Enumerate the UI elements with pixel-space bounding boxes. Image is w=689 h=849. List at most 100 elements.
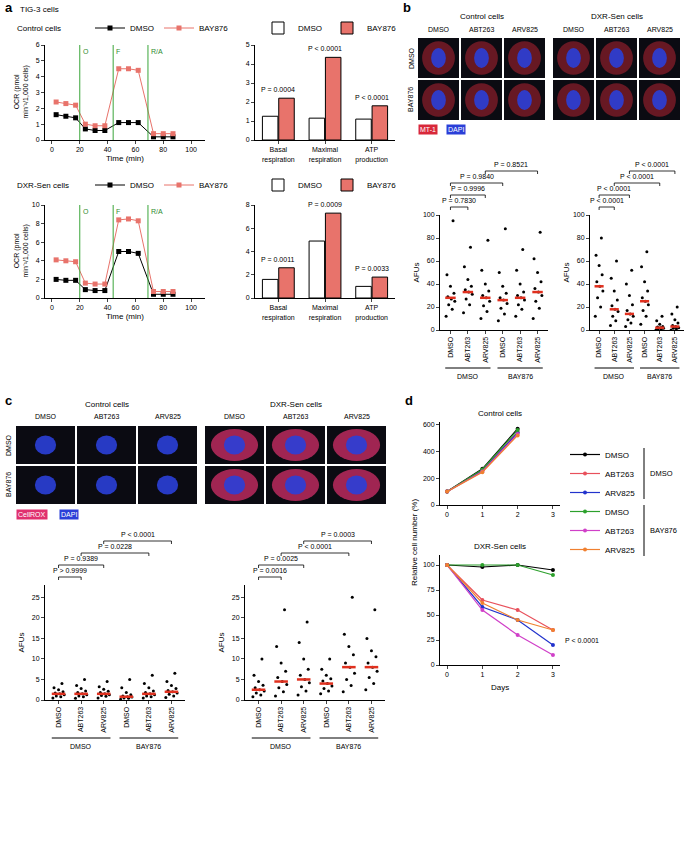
svg-text:2: 2	[36, 105, 40, 112]
svg-text:DMSO: DMSO	[650, 469, 673, 478]
svg-text:ARV825: ARV825	[534, 337, 541, 363]
svg-text:DMSO: DMSO	[457, 373, 479, 380]
svg-text:Basalrespiration: Basalrespiration	[262, 304, 295, 321]
svg-text:ABT263: ABT263	[605, 527, 634, 536]
svg-text:DMSO: DMSO	[270, 743, 292, 750]
svg-text:ARV825: ARV825	[647, 26, 673, 33]
svg-text:0: 0	[431, 501, 435, 508]
svg-text:0: 0	[581, 326, 585, 333]
svg-text:DMSO: DMSO	[224, 413, 246, 420]
svg-text:40: 40	[577, 280, 585, 287]
svg-text:BAY876: BAY876	[407, 87, 414, 112]
svg-text:a: a	[5, 0, 13, 15]
svg-text:25: 25	[32, 594, 40, 601]
svg-text:DMSO: DMSO	[255, 706, 262, 728]
svg-text:0: 0	[36, 696, 40, 703]
svg-text:P < 0.0001: P < 0.0001	[590, 197, 624, 204]
svg-text:20: 20	[232, 614, 240, 621]
svg-text:Time (min): Time (min)	[106, 312, 144, 321]
svg-text:TIG-3 cells: TIG-3 cells	[20, 5, 59, 14]
svg-text:5: 5	[36, 676, 40, 683]
svg-text:DMSO: DMSO	[123, 706, 130, 728]
svg-text:DXR-Sen cells: DXR-Sen cells	[591, 12, 643, 21]
svg-text:DMSO: DMSO	[408, 47, 415, 69]
svg-text:DMSO: DMSO	[499, 336, 506, 358]
svg-text:DMSO: DMSO	[447, 336, 454, 358]
svg-text:1: 1	[36, 121, 40, 128]
svg-text:Maximalrespiration: Maximalrespiration	[309, 146, 342, 163]
svg-text:60: 60	[132, 146, 140, 153]
svg-text:5: 5	[236, 676, 240, 683]
svg-text:Relative cell number (%): Relative cell number (%)	[410, 499, 419, 586]
svg-text:ATPproduction: ATPproduction	[355, 146, 388, 163]
svg-text:DAPI: DAPI	[61, 511, 77, 518]
svg-text:AFUs: AFUs	[217, 633, 226, 653]
svg-text:8: 8	[36, 220, 40, 227]
svg-text:P < 0.0001: P < 0.0001	[565, 637, 599, 644]
svg-text:20: 20	[76, 304, 84, 311]
svg-text:0: 0	[50, 146, 54, 153]
svg-text:2: 2	[246, 98, 250, 105]
svg-text:DMSO: DMSO	[428, 26, 450, 33]
svg-text:20: 20	[32, 614, 40, 621]
svg-text:40: 40	[104, 304, 112, 311]
svg-text:1: 1	[480, 671, 484, 678]
svg-text:1: 1	[246, 117, 250, 124]
svg-text:60: 60	[132, 304, 140, 311]
svg-text:P < 0.0001: P < 0.0001	[597, 185, 631, 192]
svg-text:d: d	[405, 393, 413, 408]
svg-text:400: 400	[423, 448, 435, 455]
svg-text:ATPproduction: ATPproduction	[355, 304, 388, 321]
svg-text:3: 3	[551, 511, 555, 518]
svg-text:ARV825: ARV825	[155, 413, 181, 420]
svg-text:BAY876: BAY876	[199, 181, 228, 190]
svg-text:100: 100	[423, 211, 435, 218]
svg-text:P = 0.7830: P = 0.7830	[442, 197, 476, 204]
svg-text:20: 20	[427, 303, 435, 310]
svg-text:ABT263: ABT263	[77, 707, 84, 732]
svg-text:DMSO: DMSO	[70, 743, 92, 750]
svg-text:100: 100	[185, 146, 197, 153]
svg-text:100: 100	[573, 211, 585, 218]
svg-text:1: 1	[480, 511, 484, 518]
svg-text:ABT263: ABT263	[611, 337, 618, 362]
svg-text:P < 0.0001: P < 0.0001	[355, 94, 389, 101]
svg-text:BAY876: BAY876	[136, 743, 161, 750]
svg-text:AFUs: AFUs	[412, 263, 421, 283]
svg-text:15: 15	[32, 635, 40, 642]
svg-text:P = 0.0025: P = 0.0025	[264, 555, 298, 562]
svg-text:BAY876: BAY876	[508, 373, 533, 380]
svg-text:AFUs: AFUs	[17, 633, 26, 653]
svg-text:DMSO: DMSO	[130, 181, 154, 190]
svg-text:DMSO: DMSO	[603, 373, 625, 380]
svg-text:ABT263: ABT263	[656, 337, 663, 362]
svg-text:80: 80	[159, 304, 167, 311]
svg-text:0: 0	[246, 136, 250, 143]
svg-text:ARV825: ARV825	[344, 413, 370, 420]
svg-text:8: 8	[246, 201, 250, 208]
svg-text:DMSO: DMSO	[35, 413, 57, 420]
svg-text:Control cells: Control cells	[85, 400, 129, 409]
svg-text:40: 40	[427, 280, 435, 287]
svg-text:O: O	[83, 208, 89, 215]
svg-text:ARV825: ARV825	[626, 337, 633, 363]
svg-text:Control cells: Control cells	[460, 12, 504, 21]
svg-text:P = 0.9389: P = 0.9389	[64, 555, 98, 562]
svg-text:ABT263: ABT263	[94, 413, 119, 420]
svg-text:20: 20	[577, 303, 585, 310]
svg-text:BAY876: BAY876	[647, 373, 672, 380]
svg-text:DMSO: DMSO	[605, 508, 629, 517]
svg-text:DMSO: DMSO	[323, 706, 330, 728]
svg-text:R/A: R/A	[151, 208, 163, 215]
svg-text:DMSO: DMSO	[130, 24, 154, 33]
svg-text:0: 0	[36, 294, 40, 301]
svg-text:AFUs: AFUs	[562, 263, 571, 283]
svg-text:OCR (pmolmin⁻¹/1,000 cells): OCR (pmolmin⁻¹/1,000 cells)	[13, 65, 30, 118]
svg-text:3: 3	[551, 671, 555, 678]
svg-text:6: 6	[36, 239, 40, 246]
svg-text:25: 25	[232, 594, 240, 601]
svg-text:DMSO: DMSO	[563, 26, 585, 33]
svg-text:ABT263: ABT263	[277, 707, 284, 732]
svg-text:60: 60	[577, 257, 585, 264]
svg-text:5: 5	[36, 57, 40, 64]
